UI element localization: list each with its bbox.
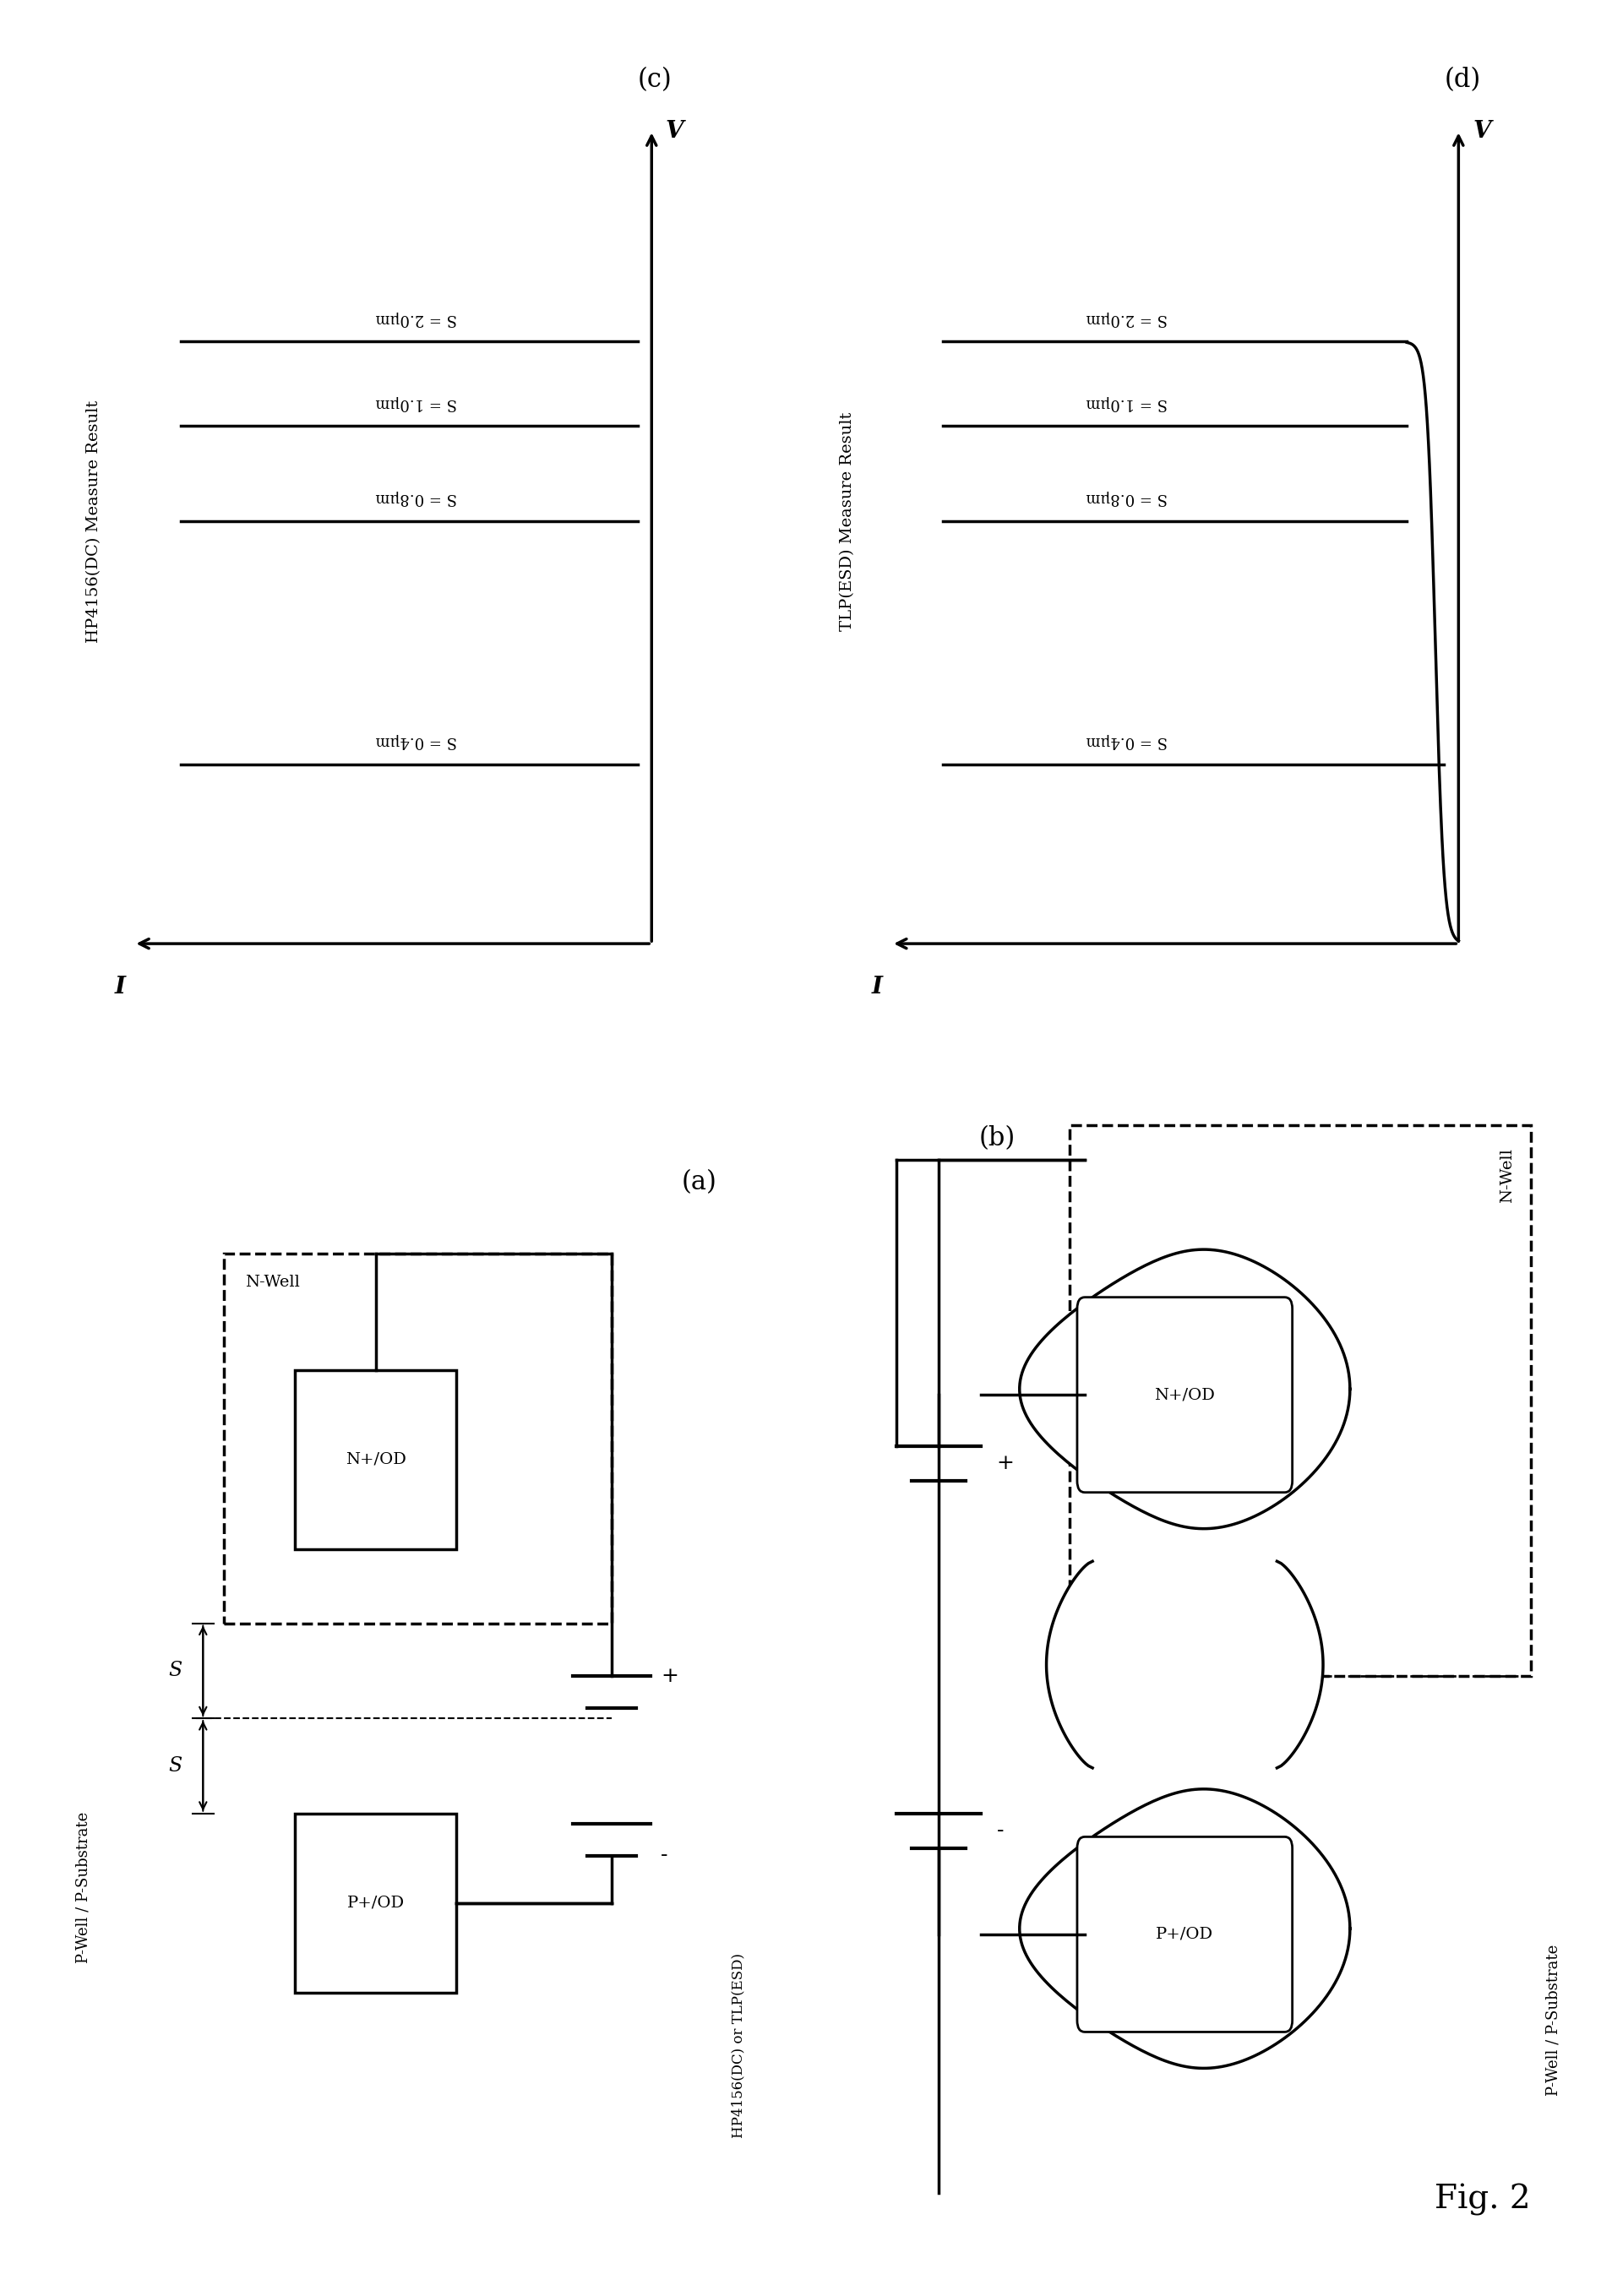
Text: V: V xyxy=(1473,119,1492,142)
Text: S = 1.0μm: S = 1.0μm xyxy=(1087,395,1167,411)
Text: V: V xyxy=(664,119,684,142)
Text: S: S xyxy=(168,1660,181,1681)
Text: S = 2.0μm: S = 2.0μm xyxy=(1087,310,1167,326)
Text: I: I xyxy=(871,976,882,999)
Bar xyxy=(295,1814,456,1993)
FancyBboxPatch shape xyxy=(1077,1297,1292,1492)
Text: S = 1.0μm: S = 1.0μm xyxy=(376,395,456,411)
FancyBboxPatch shape xyxy=(1077,1837,1292,2032)
Text: -: - xyxy=(996,1821,1004,1841)
Text: Fig. 2: Fig. 2 xyxy=(1434,2183,1531,2216)
Text: N-Well: N-Well xyxy=(245,1274,299,1290)
Text: (a): (a) xyxy=(682,1169,717,1196)
Text: HP4156(DC) or TLP(ESD): HP4156(DC) or TLP(ESD) xyxy=(732,1954,746,2138)
Text: S = 0.8μm: S = 0.8μm xyxy=(1087,489,1167,505)
Text: (b): (b) xyxy=(980,1125,1015,1150)
Polygon shape xyxy=(1047,1561,1322,1768)
Text: +: + xyxy=(661,1667,679,1685)
Text: +: + xyxy=(996,1453,1013,1474)
Bar xyxy=(224,1254,612,1623)
Text: (c): (c) xyxy=(637,67,672,94)
Polygon shape xyxy=(1020,1789,1350,2069)
Text: S = 0.4μm: S = 0.4μm xyxy=(376,732,456,748)
Text: -: - xyxy=(661,1846,668,1864)
Text: I: I xyxy=(115,976,126,999)
Bar xyxy=(1069,1125,1531,1676)
Bar xyxy=(295,1371,456,1550)
Text: N+/OD: N+/OD xyxy=(1154,1387,1215,1403)
Text: N-Well: N-Well xyxy=(1500,1148,1515,1203)
Text: P-Well / P-Substrate: P-Well / P-Substrate xyxy=(75,1812,91,1963)
Text: P-Well / P-Substrate: P-Well / P-Substrate xyxy=(1547,1945,1561,2096)
Polygon shape xyxy=(1020,1249,1350,1529)
Text: N+/OD: N+/OD xyxy=(346,1451,407,1467)
Text: (d): (d) xyxy=(1444,67,1481,94)
Text: S: S xyxy=(168,1756,181,1775)
Text: S = 2.0μm: S = 2.0μm xyxy=(376,310,456,326)
Text: P+/OD: P+/OD xyxy=(1156,1926,1214,1942)
Text: TLP(ESD) Measure Result: TLP(ESD) Measure Result xyxy=(839,411,855,631)
Text: HP4156(DC) Measure Result: HP4156(DC) Measure Result xyxy=(86,400,101,643)
Text: S = 0.8μm: S = 0.8μm xyxy=(376,489,456,505)
Text: P+/OD: P+/OD xyxy=(347,1896,405,1910)
Text: S = 0.4μm: S = 0.4μm xyxy=(1087,732,1167,748)
